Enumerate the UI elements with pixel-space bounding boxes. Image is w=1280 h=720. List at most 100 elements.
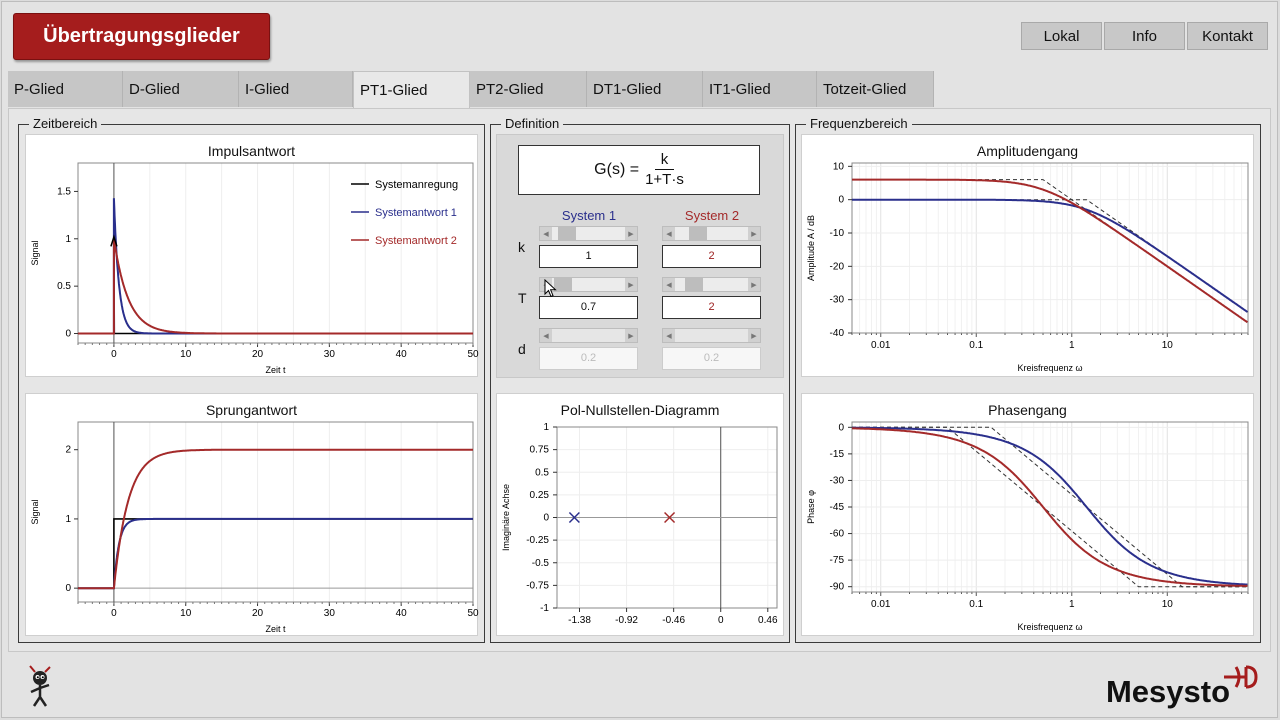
t-system2-input[interactable]: 2 [662, 296, 761, 319]
y-tick-label: 0 [65, 329, 71, 340]
d-system2-slider[interactable]: ◀ ▶ [662, 328, 761, 343]
nav-info-button[interactable]: Info [1104, 22, 1185, 50]
amplitude-title: Amplitudengang [976, 143, 1079, 159]
x-tick-label: 10 [1162, 340, 1174, 351]
y-tick-label: -0.5 [532, 558, 550, 569]
arrow-left-icon[interactable]: ◀ [666, 281, 672, 289]
impulse-response-title: Impulsantwort [207, 143, 296, 159]
trident-logo-icon [1224, 665, 1258, 689]
x-axis-label: Zeit t [265, 365, 286, 375]
y-tick-label: 0.75 [530, 445, 550, 456]
pole-zero-chart: Imaginäre Achse -1.38 -0.92 -0.46 0 0.46 1 0.75… [501, 422, 778, 626]
group-frequenzbereich: Frequenzbereich [795, 116, 1261, 643]
x-tick-label: -0.92 [615, 615, 638, 626]
arrow-right-icon[interactable]: ▶ [751, 332, 757, 340]
x-tick-label: 0.01 [871, 599, 891, 610]
x-tick-label: 50 [467, 608, 479, 619]
x-tick-label: 30 [324, 608, 336, 619]
plot-area [77, 162, 474, 344]
group-definition-label: Definition [501, 116, 564, 131]
x-tick-label: 1 [1069, 599, 1075, 610]
amplitude-panel: Amplitudengang Kreisfrequenz ω Amplitude … [801, 134, 1254, 377]
d-system1-input[interactable]: 0.2 [539, 347, 638, 370]
formula-denominator: 1+T·s [645, 170, 684, 188]
y-axis-label: Imaginäre Achse [501, 484, 511, 551]
arrow-left-icon[interactable]: ◀ [666, 230, 672, 238]
x-tick-label: 0 [718, 615, 724, 626]
slider-thumb[interactable] [558, 227, 576, 240]
y-tick-label: 0.25 [530, 490, 550, 501]
x-tick-label: 0 [111, 608, 117, 619]
x-tick-label: 30 [324, 349, 336, 360]
y-tick-label: 2 [65, 445, 71, 456]
pole-zero-panel: Pol-Nullstellen-Diagramm Imaginäre Achse… [496, 393, 784, 636]
y-tick-label: -60 [830, 529, 845, 540]
y-tick-label: -1 [540, 603, 549, 614]
tab-pt1-glied[interactable]: PT1-Glied [353, 71, 470, 109]
t-system1-input[interactable]: 0.7 [539, 296, 638, 319]
transfer-function-formula: G(s) = k 1+T·s [518, 145, 760, 195]
k-system1-slider[interactable]: ◀ ▶ [539, 226, 638, 241]
y-tick-label: 0 [838, 195, 844, 206]
y-tick-label: 0 [543, 513, 549, 524]
x-tick-label: 20 [252, 349, 264, 360]
k-system2-input[interactable]: 2 [662, 245, 761, 268]
series-line-1 [852, 198, 1248, 313]
arrow-right-icon[interactable]: ▶ [628, 230, 634, 238]
app-title-button[interactable]: Übertragungsglieder [13, 13, 270, 60]
nav-kontakt-button[interactable]: Kontakt [1187, 22, 1268, 50]
slider-thumb[interactable] [685, 278, 703, 291]
step-response-chart: Zeit t Signal 0 10 20 30 40 50 0 1 2 [30, 421, 479, 634]
series-line-2 [851, 427, 1248, 587]
tab-p-glied[interactable]: P-Glied [8, 71, 123, 107]
system1-label: System 1 [561, 208, 617, 223]
formula-numerator: k [654, 151, 675, 170]
x-tick-label: 0.1 [969, 599, 983, 610]
arrow-left-icon[interactable]: ◀ [543, 332, 549, 340]
y-tick-label: -45 [830, 502, 845, 513]
formula-lhs: G(s) = [594, 161, 640, 178]
x-axis-label: Zeit t [265, 624, 286, 634]
x-tick-label: 10 [180, 608, 192, 619]
formula-fraction: k 1+T·s [645, 151, 684, 190]
nav-lokal-button[interactable]: Lokal [1021, 22, 1102, 50]
t-system2-slider[interactable]: ◀ ▶ [662, 277, 761, 292]
tab-d-glied[interactable]: D-Glied [123, 71, 239, 107]
plot-area [851, 162, 1249, 334]
arrow-right-icon[interactable]: ▶ [628, 281, 634, 289]
y-tick-label: 0 [65, 583, 71, 594]
arrow-left-icon[interactable]: ◀ [666, 332, 672, 340]
k-system2-slider[interactable]: ◀ ▶ [662, 226, 761, 241]
y-tick-label: 0.5 [57, 281, 71, 292]
y-tick-label: -20 [830, 261, 845, 272]
arrow-left-icon[interactable]: ◀ [543, 230, 549, 238]
x-tick-label: -1.38 [568, 615, 591, 626]
tab-totzeit-glied[interactable]: Totzeit-Glied [817, 71, 934, 107]
arrow-right-icon[interactable]: ▶ [751, 230, 757, 238]
y-tick-label: 1 [543, 422, 549, 433]
impulse-arrow-icon [110, 234, 118, 247]
slider-thumb[interactable] [554, 278, 572, 291]
tab-i-glied[interactable]: I-Glied [239, 71, 353, 107]
top-nav: Lokal Info Kontakt [1021, 22, 1268, 50]
tab-dt1-glied[interactable]: DT1-Glied [587, 71, 703, 107]
x-tick-label: -0.46 [662, 615, 685, 626]
x-tick-label: 40 [396, 608, 408, 619]
y-axis-label: Amplitude A / dB [806, 215, 816, 281]
pole-marker-1 [568, 511, 580, 524]
y-tick-label: -0.25 [526, 535, 549, 546]
group-zeitbereich: Zeitbereich [18, 116, 485, 643]
d-system1-slider[interactable]: ◀ ▶ [539, 328, 638, 343]
arrow-right-icon[interactable]: ▶ [628, 332, 634, 340]
tab-pt2-glied[interactable]: PT2-Glied [470, 71, 587, 107]
arrow-right-icon[interactable]: ▶ [751, 281, 757, 289]
legend-entry-3: Systemantwort 2 [375, 235, 457, 247]
series-line-3 [78, 448, 473, 590]
tab-it1-glied[interactable]: IT1-Glied [703, 71, 817, 107]
d-system2-input[interactable]: 0.2 [662, 347, 761, 370]
series-line-1 [78, 238, 473, 335]
y-axis-label: Signal [30, 240, 40, 265]
group-definition: Definition [490, 116, 790, 643]
k-system1-input[interactable]: 1 [539, 245, 638, 268]
slider-thumb[interactable] [689, 227, 707, 240]
